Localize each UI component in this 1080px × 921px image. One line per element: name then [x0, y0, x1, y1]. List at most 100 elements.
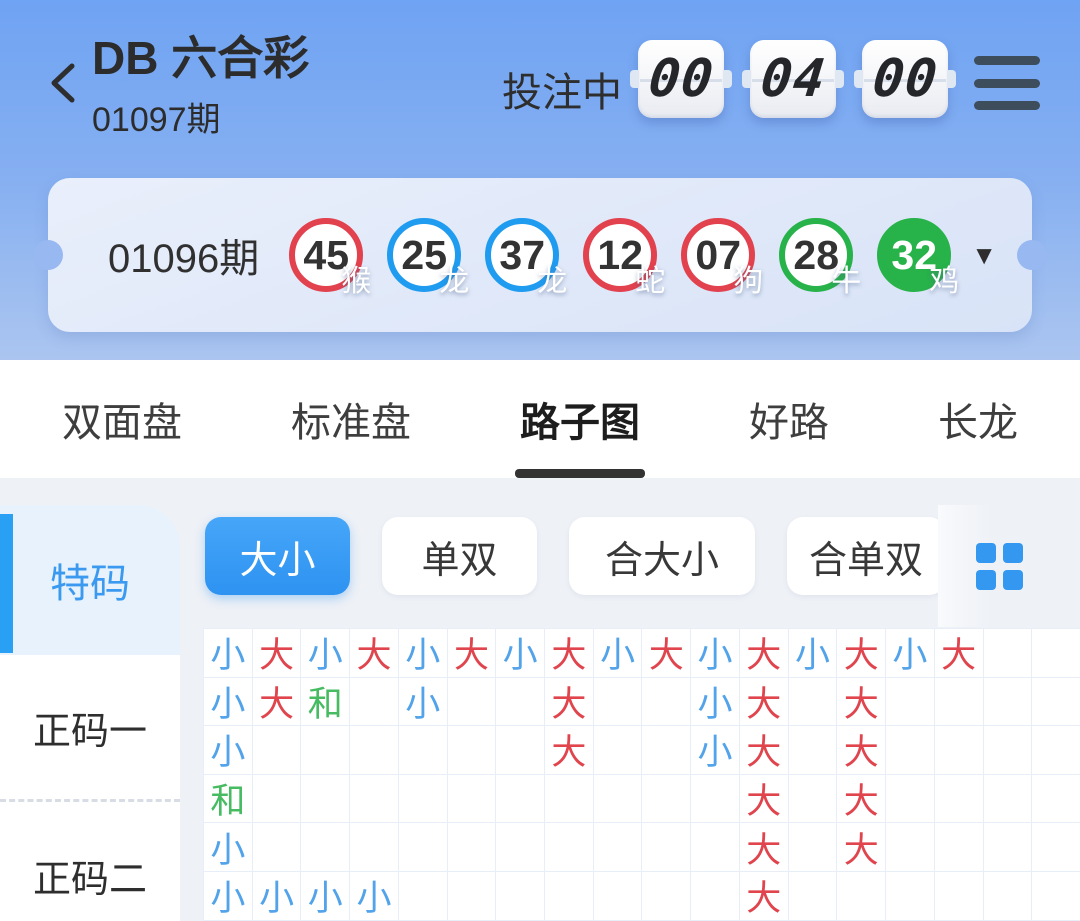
content-area: 特码 正码一 正码二 大小 单双 合大小 合单双 小大小大小大小大小大小大小大小… — [0, 478, 1080, 921]
roadmap-cell — [398, 726, 448, 775]
ball-number: 45 — [303, 231, 350, 278]
ball-number: 32 — [891, 231, 938, 278]
tab-long-dragon[interactable]: 长龙 — [938, 401, 1018, 445]
last-draw-ticket[interactable]: 01096期 45 猴 25 龙 37 龙 12 蛇 07 狗 28 牛 32 鸡 ▼ — [33, 178, 1047, 332]
roadmap-cell: 大 — [252, 629, 302, 678]
roadmap-cell: 小 — [398, 677, 448, 727]
ticket-notch-right — [1017, 240, 1047, 270]
roadmap-cell: 小 — [204, 871, 253, 921]
clock-hours: 00 — [630, 40, 732, 118]
active-indicator-bar — [0, 514, 13, 653]
roadmap-cell — [983, 629, 1033, 678]
roadmap-cell — [398, 871, 448, 921]
lottery-ball: 32 鸡 — [877, 218, 959, 298]
ball-number: 25 — [401, 231, 448, 278]
roadmap-cell: 大 — [252, 677, 302, 727]
roadmap-cell — [447, 871, 497, 921]
roadmap-cell — [496, 726, 546, 775]
roadmap-cell — [252, 823, 302, 872]
filter-odd-even[interactable]: 单双 — [382, 517, 537, 595]
more-filters-button[interactable] — [938, 505, 1080, 627]
roadmap-cell: 大 — [934, 629, 984, 678]
roadmap-cell — [350, 774, 399, 824]
tab-double-side[interactable]: 双面盘 — [62, 401, 182, 445]
clock-minutes: 04 — [742, 40, 844, 118]
roadmap-cell — [398, 774, 448, 824]
roadmap-cell — [496, 774, 546, 824]
back-icon[interactable] — [44, 58, 84, 108]
roadmap-cell: 小 — [301, 629, 351, 678]
roadmap-cell — [934, 726, 984, 775]
roadmap-cell: 大 — [545, 629, 594, 678]
roadmap-cell — [1032, 677, 1080, 727]
roadmap-cell: 大 — [837, 629, 887, 678]
roadmap-cell — [545, 823, 594, 872]
roadmap-cell — [642, 677, 692, 727]
roadmap-cell: 小 — [204, 629, 253, 678]
sidebar-item-special-code[interactable]: 特码 — [0, 505, 180, 655]
roadmap-cell — [1032, 629, 1080, 678]
roadmap-cell — [593, 823, 643, 872]
roadmap-cell — [252, 726, 302, 775]
ball-number: 28 — [793, 231, 840, 278]
roadmap-cell: 大 — [739, 677, 789, 727]
ball-zodiac-label: 蛇 — [635, 265, 666, 298]
roadmap-cell — [886, 726, 935, 775]
roadmap-cell — [447, 774, 497, 824]
roadmap-cell — [642, 871, 692, 921]
roadmap-cell: 大 — [837, 823, 887, 872]
roadmap-cell: 和 — [301, 677, 351, 727]
roadmap-cell: 小 — [398, 629, 448, 678]
ball-number: 37 — [499, 231, 546, 278]
roadmap-cell — [1032, 871, 1080, 921]
filter-button-row: 大小 单双 合大小 合单双 — [205, 517, 945, 595]
ball-number: 07 — [695, 231, 742, 278]
roadmap-cell — [1032, 823, 1080, 872]
roadmap-cell: 大 — [837, 677, 887, 727]
ball-zodiac-label: 牛 — [831, 265, 862, 298]
roadmap-cell — [886, 823, 935, 872]
lottery-ball: 12 蛇 — [583, 218, 665, 298]
roadmap-cell — [447, 726, 497, 775]
filter-sum-odd-even[interactable]: 合单双 — [787, 517, 945, 595]
ticket-notch-left — [33, 240, 63, 270]
roadmap-cell: 大 — [739, 774, 789, 824]
hamburger-menu-icon[interactable] — [974, 56, 1040, 110]
roadmap-cell — [1032, 726, 1080, 775]
roadmap-cell: 小 — [204, 823, 253, 872]
lottery-ball: 45 猴 — [289, 218, 371, 298]
expand-results-icon[interactable]: ▼ — [971, 239, 997, 270]
roadmap-cell: 和 — [204, 774, 253, 824]
roadmap-cell — [593, 871, 643, 921]
tab-roadmap[interactable]: 路子图 — [520, 360, 640, 478]
tab-good-road[interactable]: 好路 — [749, 401, 829, 445]
roadmap-cell — [934, 677, 984, 727]
roadmap-cell: 小 — [788, 629, 838, 678]
clock-seconds: 00 — [854, 40, 956, 118]
roadmap-cell — [788, 677, 838, 727]
sidebar-item-regular-code-1[interactable]: 正码一 — [0, 655, 180, 802]
roadmap-cell — [398, 823, 448, 872]
roadmap-cell: 大 — [545, 677, 594, 727]
filter-sum-big-small[interactable]: 合大小 — [569, 517, 755, 595]
roadmap-cell — [496, 823, 546, 872]
tab-standard[interactable]: 标准盘 — [291, 401, 411, 445]
main-tabbar: 双面盘 标准盘 路子图 好路 长龙 — [0, 360, 1080, 478]
roadmap-cell — [447, 677, 497, 727]
roadmap-cell — [983, 677, 1033, 727]
roadmap-cell — [983, 726, 1033, 775]
roadmap-cell: 大 — [642, 629, 692, 678]
roadmap-cell — [545, 871, 594, 921]
roadmap-cell — [593, 774, 643, 824]
roadmap-cell: 小 — [204, 677, 253, 727]
roadmap-cell — [642, 774, 692, 824]
filter-big-small[interactable]: 大小 — [205, 517, 350, 595]
roadmap-cell — [788, 726, 838, 775]
roadmap-cell: 小 — [350, 871, 399, 921]
sidebar-item-regular-code-2[interactable]: 正码二 — [32, 859, 147, 901]
roadmap-cell — [496, 677, 546, 727]
roadmap-cell — [691, 871, 740, 921]
ball-number: 12 — [597, 231, 644, 278]
roadmap-cell: 小 — [252, 871, 302, 921]
